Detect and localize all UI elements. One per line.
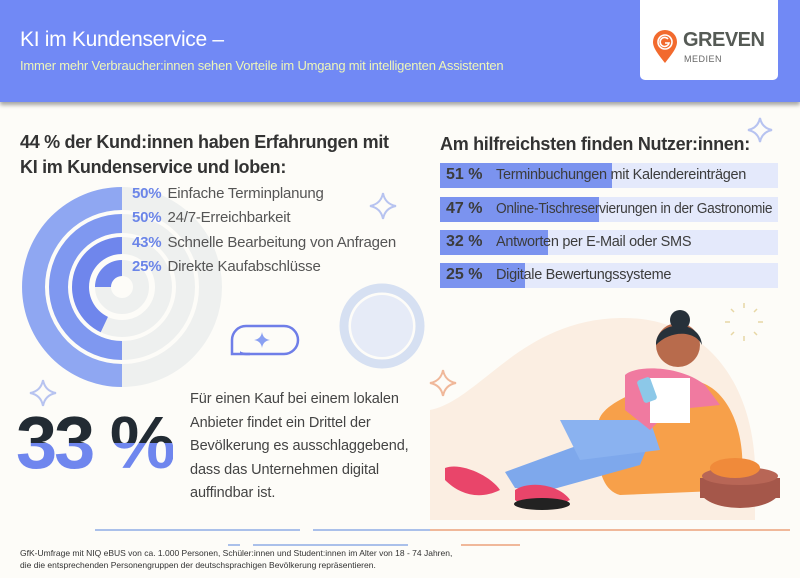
bar-track: 47 % Online-Tischreservierungen in der Ga… xyxy=(440,197,778,222)
radial-category-label: Schnelle Bearbeitung von Anfragen xyxy=(167,234,397,251)
radial-category-label: Direkte Kaufabschlüsse xyxy=(167,258,321,275)
radial-bar xyxy=(95,260,122,287)
radial-bar-chart xyxy=(22,187,222,387)
page-title: KI im Kundenservice – xyxy=(20,28,224,51)
donut-decoration xyxy=(339,283,425,369)
radial-value-label: 50% xyxy=(132,185,162,202)
bar-value-label: 25 % xyxy=(446,266,483,283)
logo xyxy=(640,0,778,80)
radial-value-label: 50% xyxy=(132,209,162,226)
page-subtitle: Immer mehr Verbraucher:innen sehen Vorte… xyxy=(20,58,504,73)
radial-legend-item: 25% Direkte Kaufabschlüsse xyxy=(132,257,321,277)
sparkle-icon xyxy=(254,332,270,348)
bar xyxy=(440,263,525,288)
left-heading: 44 % der Kund:innen haben Erfahrungen mi… xyxy=(20,132,389,177)
footnote-line: die die entsprechenden Personengruppen d… xyxy=(20,560,376,570)
sparkle-icon xyxy=(429,369,457,397)
bar-value-label: 32 % xyxy=(446,233,483,250)
radial-bar xyxy=(22,187,122,387)
right-heading: Am hilfreichsten finden Nutzer:innen: xyxy=(440,134,750,154)
footnote-line: GfK-Umfrage mit NIQ eBUS von ca. 1.000 P… xyxy=(20,548,453,558)
radial-value-label: 43% xyxy=(132,234,162,251)
logo-subtitle: MEDIEN xyxy=(684,54,723,64)
woman-on-beanbag-illustration xyxy=(430,310,780,520)
bar xyxy=(440,230,549,255)
radial-bar xyxy=(72,237,122,333)
radial-value-label: 25% xyxy=(132,258,162,275)
bar xyxy=(440,197,599,222)
highlight-percentage: 33 % xyxy=(16,398,176,488)
highlight-text: Für einen Kauf bei einem lokalen Anbiete… xyxy=(190,391,409,501)
sparkle-icon xyxy=(369,192,397,220)
bar-category-label: Online-Tischreservierungen in der Gastro… xyxy=(496,201,773,217)
radial-legend-item: 43% Schnelle Bearbeitung von Anfragen xyxy=(132,233,396,253)
radial-legend-item: 50% 24/7-Erreichbarkeit xyxy=(132,208,291,228)
radial-category-label: Einfache Terminplanung xyxy=(167,185,324,202)
radial-legend-item: 50% Einfache Terminplanung xyxy=(132,184,324,204)
bar-category-label: Terminbuchungen mit Kalendereinträgen xyxy=(496,167,747,183)
radial-category-label: 24/7-Erreichbarkeit xyxy=(167,209,291,226)
logo-wordmark: GREVEN xyxy=(683,29,765,51)
sparkle-icon xyxy=(747,117,773,143)
bar-track: 25 % Digitale Bewertungssysteme xyxy=(440,263,778,288)
radial-bar xyxy=(49,214,122,360)
bar-category-label: Antworten per E-Mail oder SMS xyxy=(496,234,692,250)
bar xyxy=(440,163,613,188)
sparkle-icon xyxy=(29,379,57,407)
bar-value-label: 47 % xyxy=(446,200,483,217)
bar-category-label: Digitale Bewertungssysteme xyxy=(496,267,672,283)
bar-track: 32 % Antworten per E-Mail oder SMS xyxy=(440,230,778,255)
location-pin-icon xyxy=(653,30,677,63)
footnote: GfK-Umfrage mit NIQ eBUS von ca. 1.000 P… xyxy=(20,547,452,571)
sunburst-decoration xyxy=(725,303,763,341)
bar-track: 51 % Terminbuchungen mit Kalendereinträge… xyxy=(440,163,778,188)
bar-value-label: 51 % xyxy=(446,166,483,183)
